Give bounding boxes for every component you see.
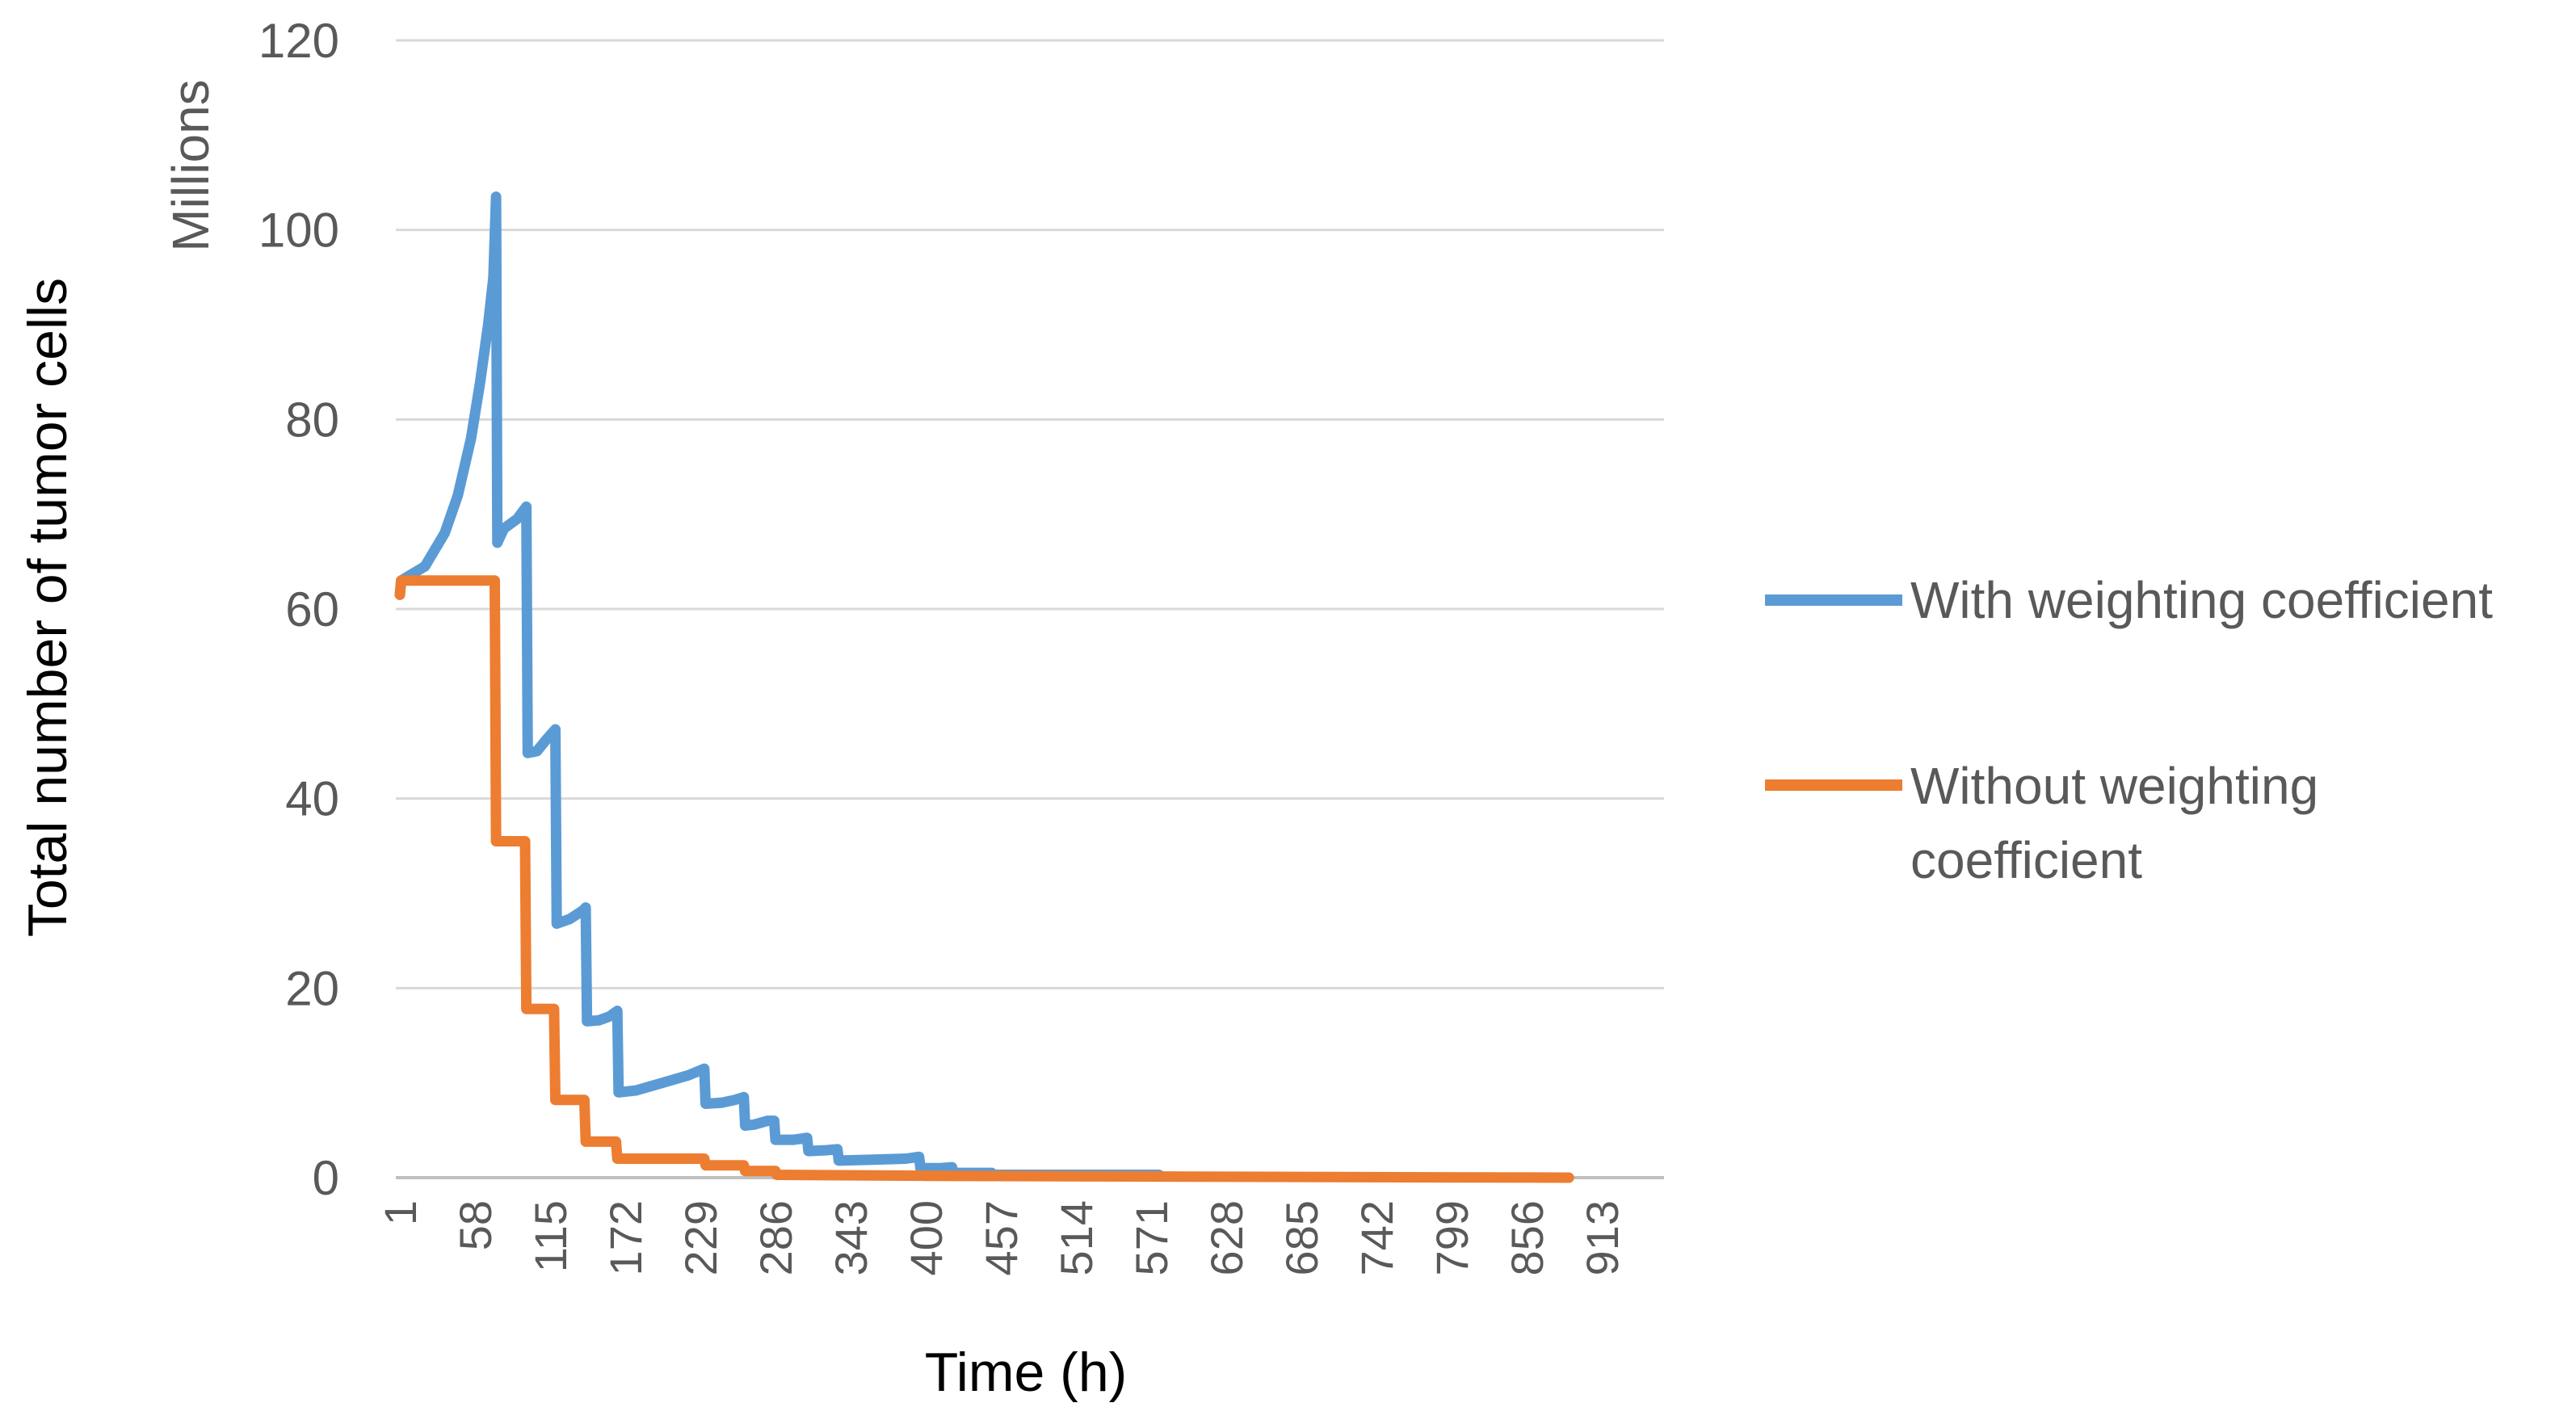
legend-label-without-weighting-line1: Without weighting: [1910, 757, 2318, 815]
y-tick-label-60: 60: [285, 582, 339, 636]
x-tick-label-1: 1: [375, 1200, 426, 1225]
y-tick-labels: 0 20 40 60 80 100 120: [258, 14, 339, 1205]
y-tick-label-20: 20: [285, 961, 339, 1015]
y-axis-units: Millions: [162, 79, 220, 251]
x-axis-title: Time (h): [925, 1342, 1128, 1403]
x-tick-label-628: 628: [1201, 1200, 1252, 1275]
series-line-without-weighting: [394, 575, 1574, 1183]
x-tick-label-913: 913: [1577, 1200, 1628, 1275]
x-tick-label-172: 172: [600, 1200, 651, 1275]
x-tick-label-856: 856: [1502, 1200, 1553, 1275]
series-lines: [394, 191, 1574, 1183]
y-tick-label-80: 80: [285, 393, 339, 447]
x-tick-label-799: 799: [1427, 1200, 1477, 1275]
x-tick-label-229: 229: [675, 1200, 726, 1275]
x-tick-label-571: 571: [1126, 1200, 1177, 1275]
x-tick-label-400: 400: [901, 1200, 952, 1275]
x-tick-label-286: 286: [750, 1200, 801, 1275]
x-tick-label-115: 115: [525, 1200, 576, 1272]
x-tick-label-514: 514: [1051, 1200, 1102, 1275]
legend-entry-with-weighting[interactable]: With weighting coefficient: [1765, 571, 2493, 629]
y-tick-label-100: 100: [258, 204, 339, 258]
legend-label-without-weighting-line2: coefficient: [1910, 831, 2142, 889]
x-tick-label-343: 343: [826, 1200, 876, 1275]
y-tick-label-40: 40: [285, 772, 339, 826]
y-tick-label-0: 0: [313, 1151, 339, 1205]
legend-label-without-weighting: Without weighting coefficient: [1910, 757, 2333, 889]
x-tick-label-457: 457: [976, 1200, 1027, 1275]
y-axis-title: Total number of tumor cells: [17, 278, 78, 937]
legend-label-with-weighting: With weighting coefficient: [1910, 571, 2493, 629]
x-tick-label-685: 685: [1276, 1200, 1327, 1275]
series-line-with-weighting: [394, 191, 1165, 1180]
legend-entry-without-weighting[interactable]: Without weighting coefficient: [1765, 757, 2333, 889]
y-tick-label-120: 120: [258, 14, 339, 68]
x-tick-label-58: 58: [450, 1200, 501, 1250]
legend: With weighting coefficient Without weigh…: [1765, 571, 2493, 889]
x-tick-labels: 1 58 115 172 229 286 343 400 457 514 571 628 685 742 7…: [375, 1200, 1628, 1275]
x-tick-label-742: 742: [1351, 1200, 1402, 1275]
